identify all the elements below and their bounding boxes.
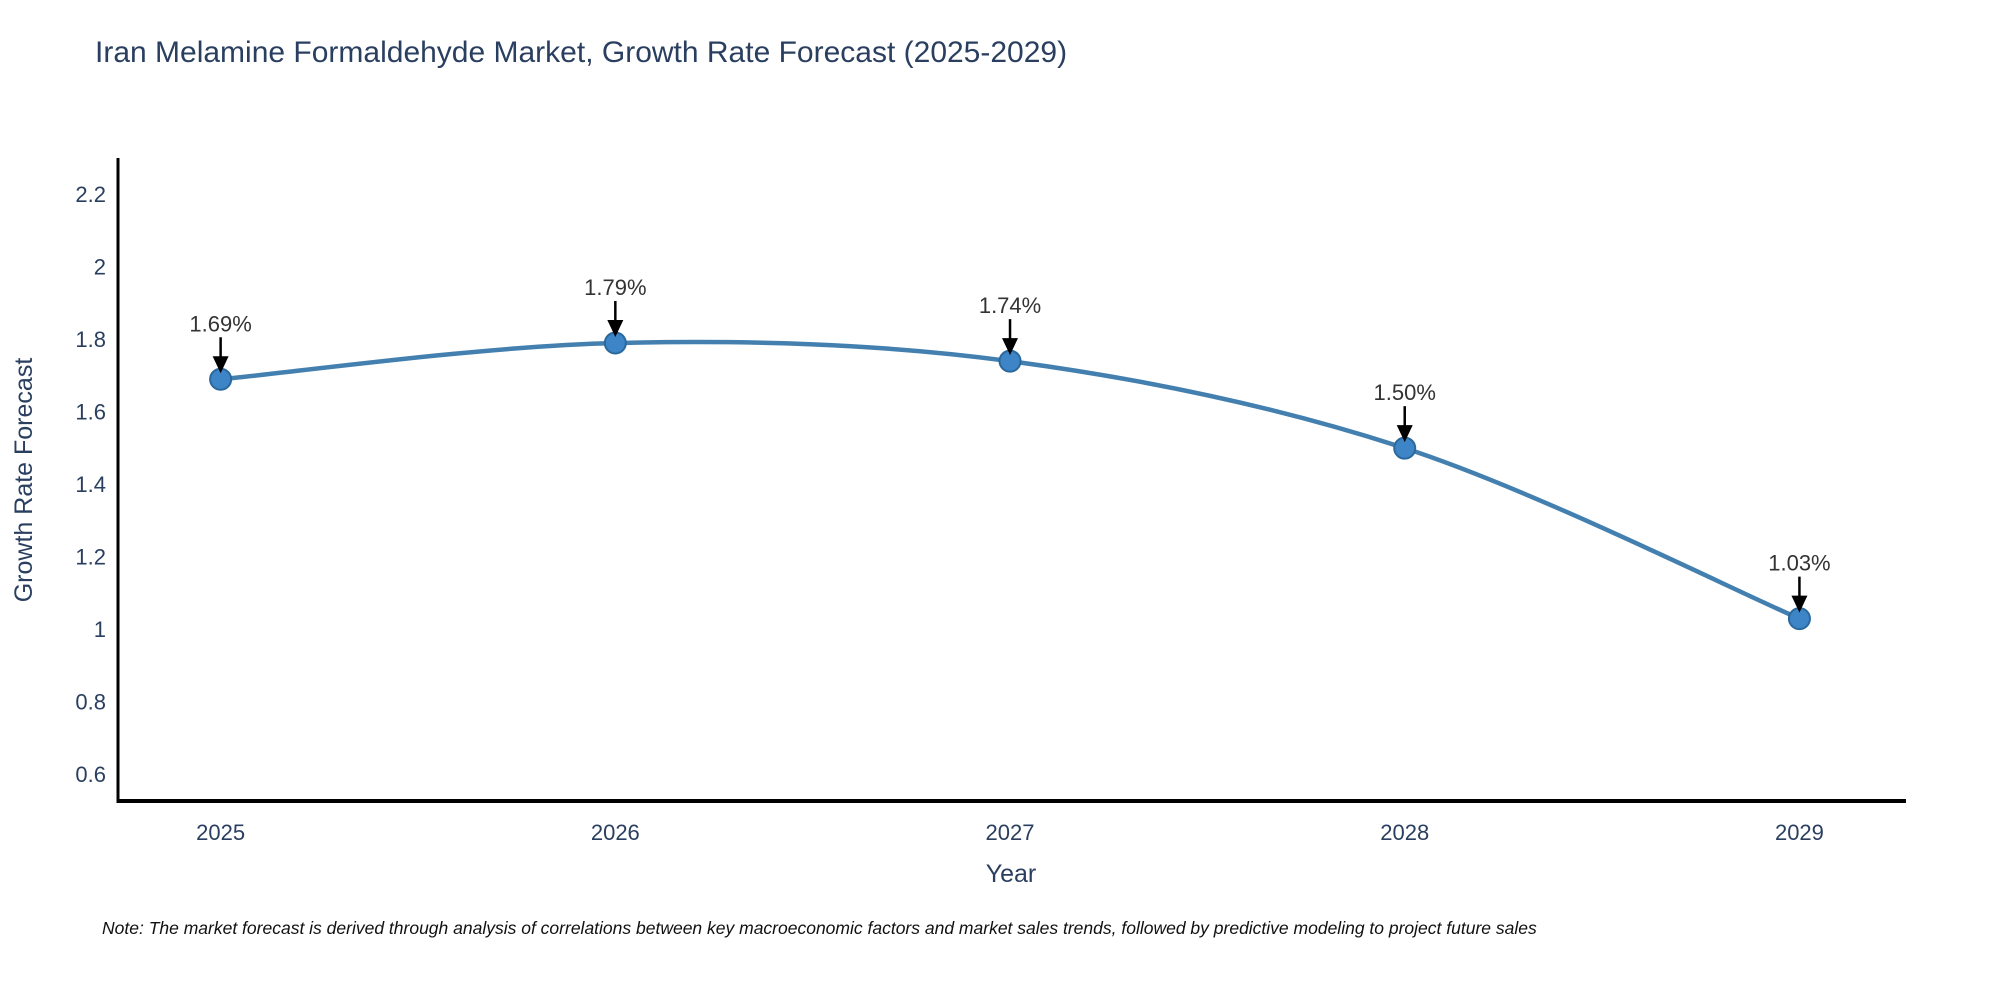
y-tick-label: 0.8 [75,690,106,715]
x-tick-label: 2025 [196,820,245,845]
line-series [218,339,1802,621]
x-tick-label: 2029 [1775,820,1824,845]
y-tick-label: 1 [94,617,106,642]
axes-layer: 0.6 0.8 1 1.2 1.4 1.6 1.8 2 2.2 2025 2026 2027 2028 2… [75,158,1906,845]
chart-title: Iran Melamine Formaldehyde Market, Growt… [95,36,1068,69]
y-tick-label: 2 [94,254,106,279]
x-tick-label: 2028 [1380,820,1429,845]
footnote: Note: The market forecast is derived thr… [102,918,1537,938]
y-tick-label: 0.6 [75,762,106,787]
data-label: 1.50% [1374,380,1436,405]
annotation-arrowhead [1791,595,1808,613]
growth-rate-line-chart: 0.6 0.8 1 1.2 1.4 1.6 1.8 2 2.2 2025 2026 2027 2028 2… [10,158,1906,888]
data-label: 1.79% [584,275,646,300]
y-tick-label: 1.6 [75,399,106,424]
annotation-layer: 1.69% 1.79% 1.74% 1.50% 1.03% [189,275,1831,613]
data-label: 1.74% [979,293,1041,318]
x-axis-title: Year [986,860,1037,888]
data-label: 1.03% [1768,551,1830,576]
x-tick-label: 2026 [591,820,640,845]
x-tick-label: 2027 [986,820,1035,845]
y-axis-title: Growth Rate Forecast [10,358,38,603]
data-label: 1.69% [189,311,251,336]
series-layer [209,331,1811,631]
annotation-arrowhead [1396,425,1413,443]
y-tick-label: 1.8 [75,327,106,352]
annotation-arrowhead [212,356,229,374]
y-tick-label: 1.4 [75,472,106,497]
annotation-arrowhead [1002,338,1019,356]
annotation-arrowhead [607,319,624,337]
y-tick-label: 1.2 [75,544,106,569]
y-tick-label: 2.2 [75,182,106,207]
